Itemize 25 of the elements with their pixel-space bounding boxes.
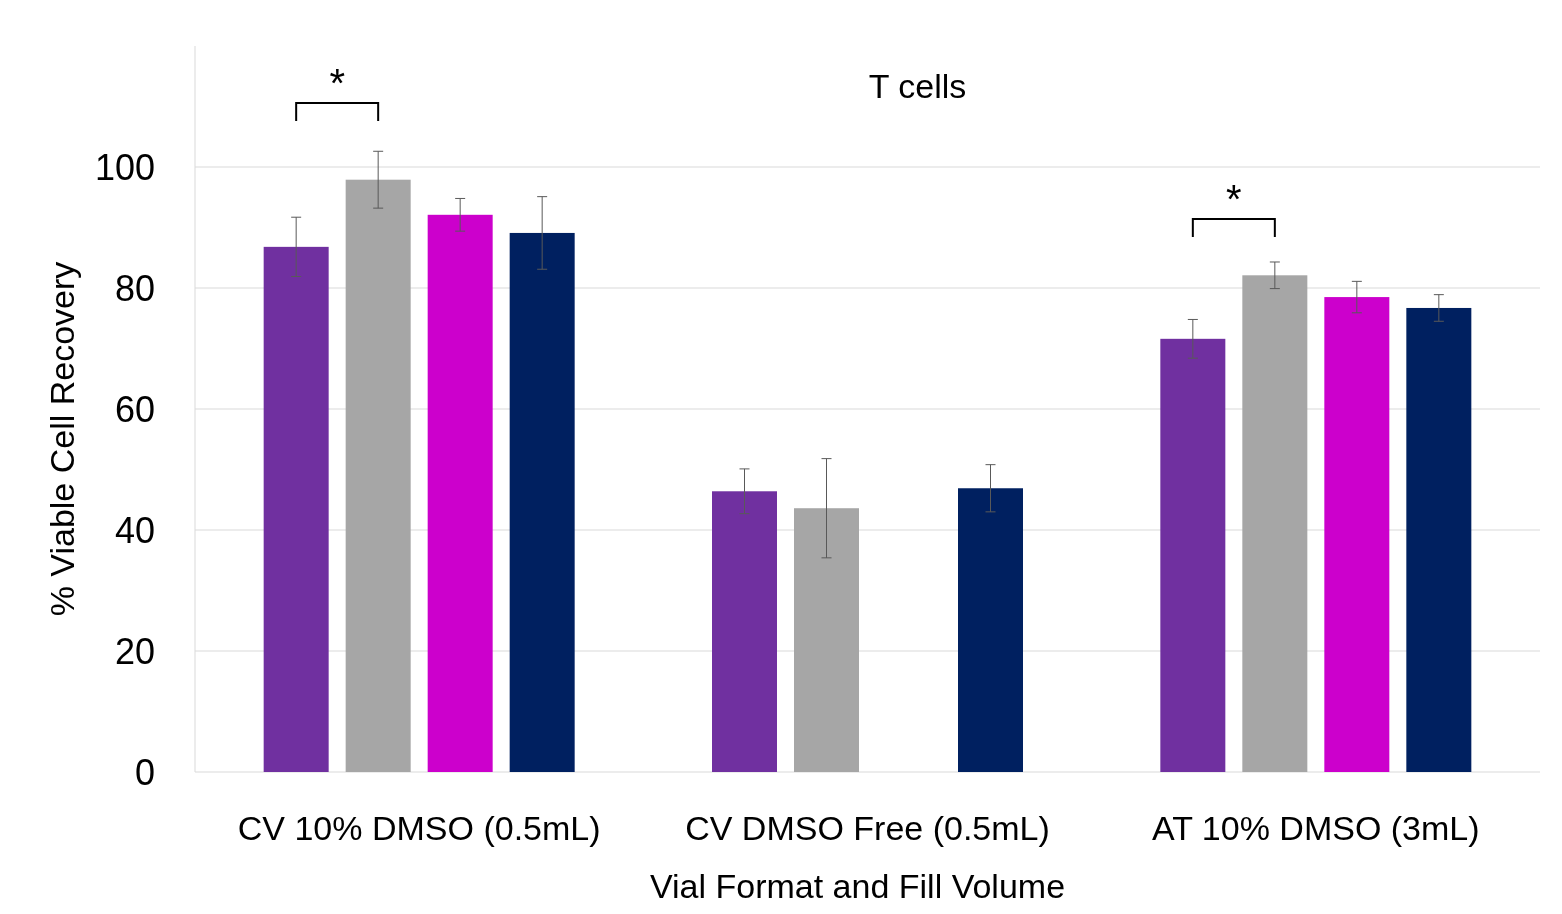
text: T cells [868,67,967,105]
x-tick-label: AT 10% DMSO (3mL) [1152,809,1480,847]
y-tick-label: 60 [114,388,155,430]
y-axis-title: % Viable Cell Recovery [43,261,81,617]
x-tick-label: CV DMSO Free (0.5mL) [685,809,1050,847]
y-tick-label: 20 [114,630,155,672]
bar [427,214,493,772]
bar [345,179,411,772]
bar [509,232,575,772]
bar [263,246,329,772]
y-tick-label: 100 [94,146,155,188]
bar [1406,307,1472,772]
y-tick-label: 80 [114,267,155,309]
bar [958,488,1023,772]
y-tick-label: 40 [114,509,155,551]
x-tick-label: CV 10% DMSO (0.5mL) [237,809,601,847]
x-axis-title: Vial Format and Fill Volume [649,867,1066,905]
bar [712,491,777,772]
annotation: * [1226,177,1242,221]
bar [1160,338,1226,772]
annotation: * [329,61,345,105]
bar [1242,275,1308,772]
y-tick-label: 0 [134,751,155,793]
bar [794,508,859,772]
bar [1324,297,1390,772]
